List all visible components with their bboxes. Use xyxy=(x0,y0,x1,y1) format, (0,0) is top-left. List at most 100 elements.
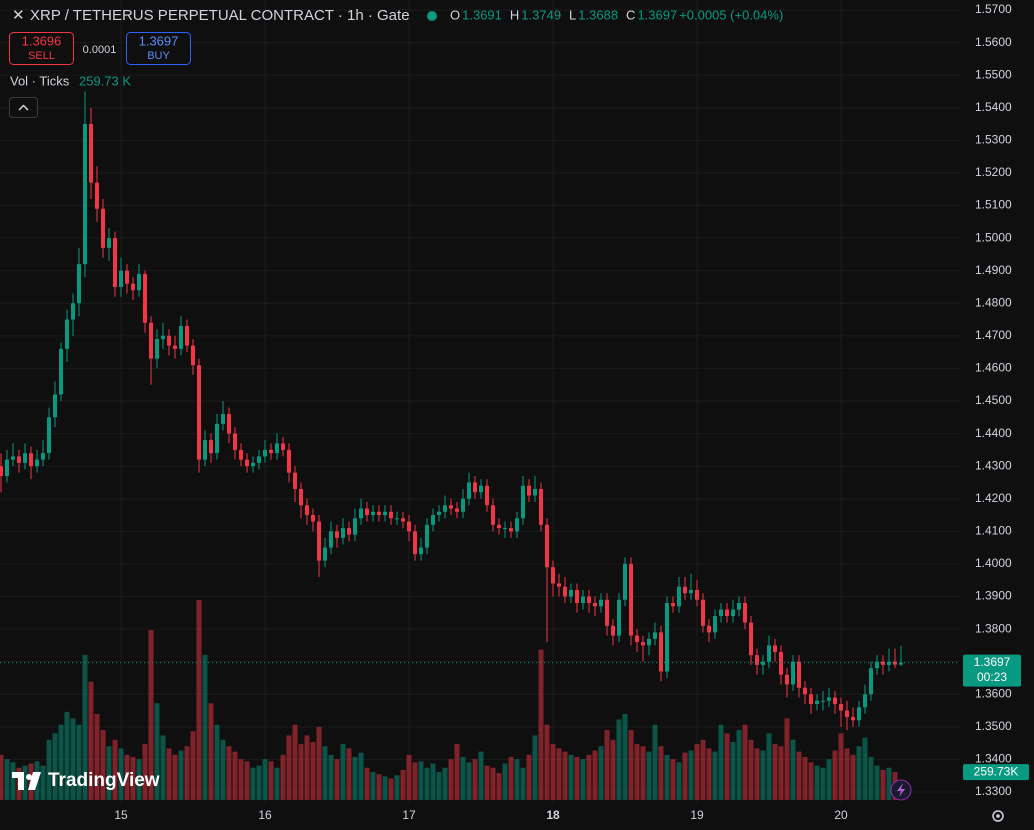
candle-body xyxy=(737,603,741,610)
volume-bar xyxy=(724,733,730,800)
sell-button[interactable] xyxy=(9,32,74,65)
volume-bar xyxy=(544,724,550,800)
volume-bar xyxy=(670,759,676,800)
candle-body xyxy=(335,531,339,538)
volume-bar xyxy=(322,746,328,800)
y-tick-label: 1.4400 xyxy=(975,426,1012,440)
volume-bar xyxy=(400,769,406,800)
candle-body xyxy=(539,488,543,525)
volume-bar xyxy=(700,739,706,800)
y-tick-label: 1.4500 xyxy=(975,393,1012,407)
collapse-button[interactable] xyxy=(9,97,38,118)
last-price-label: 1.3697 xyxy=(974,655,1011,669)
candle-body xyxy=(893,661,897,665)
ohlc-key: C xyxy=(626,7,635,22)
volume-bar xyxy=(4,759,10,800)
candle-body xyxy=(707,625,711,633)
y-tick-label: 1.3400 xyxy=(975,752,1012,766)
volume-bar xyxy=(496,773,502,800)
volume-bar xyxy=(76,724,82,800)
volume-bar xyxy=(850,754,856,800)
candle-body xyxy=(449,505,453,509)
candle-body xyxy=(527,485,531,496)
logo-mark xyxy=(28,772,41,790)
volume-bar xyxy=(796,751,802,800)
volume-bar xyxy=(316,726,322,800)
volume-bar xyxy=(616,719,622,800)
ohlc-value: 1.3688 xyxy=(578,7,618,22)
volume-bar xyxy=(58,724,64,800)
spread: 0.0001 xyxy=(83,44,117,56)
volume-bar xyxy=(448,759,454,800)
volume-bar xyxy=(364,767,370,800)
volume-layer xyxy=(0,600,898,800)
volume-bar xyxy=(742,724,748,800)
candle-body xyxy=(515,518,519,532)
candle-body xyxy=(647,638,651,646)
close-icon[interactable]: ✕ xyxy=(12,7,25,24)
candle-body xyxy=(47,417,51,454)
volume-bar xyxy=(136,759,142,800)
candle-body xyxy=(65,319,69,349)
candle-body xyxy=(755,655,759,665)
buy-button[interactable] xyxy=(126,32,191,65)
candle-body xyxy=(473,482,477,493)
candle-body xyxy=(875,661,879,669)
candle-body xyxy=(89,124,93,183)
candle-body xyxy=(233,433,237,450)
volume-bar xyxy=(64,711,70,800)
volume-bar xyxy=(442,767,448,800)
volume-bar xyxy=(688,750,694,800)
candle-body xyxy=(761,661,765,665)
volume-bar xyxy=(586,754,592,800)
candle-body xyxy=(311,515,315,522)
volume-legend-label: Vol · Ticks xyxy=(10,73,70,88)
candle-body xyxy=(155,339,159,359)
volume-bar xyxy=(334,759,340,800)
volume-bar xyxy=(454,744,460,800)
volume-bar xyxy=(886,767,892,800)
candle-body xyxy=(605,599,609,626)
candle-body xyxy=(899,662,903,665)
candle-body xyxy=(845,710,849,718)
volume-bar xyxy=(160,735,166,800)
x-tick-label: 15 xyxy=(114,808,128,822)
volume-bar xyxy=(142,744,148,800)
volume-bar xyxy=(244,761,250,800)
candle-body xyxy=(263,449,267,457)
y-tick-label: 1.5400 xyxy=(975,100,1012,114)
settings-icon[interactable] xyxy=(992,810,1004,822)
volume-bar xyxy=(856,746,862,800)
candle-body xyxy=(419,547,423,555)
candle-body xyxy=(581,596,585,604)
candle-body xyxy=(851,717,855,721)
candle-body xyxy=(365,508,369,516)
volume-bar xyxy=(100,730,106,800)
ohlc-change: +0.0005 (+0.04%) xyxy=(679,7,783,22)
candle-body xyxy=(23,453,27,463)
y-tick-label: 1.4100 xyxy=(975,524,1012,538)
volume-bar xyxy=(424,767,430,800)
candle-body xyxy=(17,456,21,463)
volume-bar xyxy=(556,748,562,800)
candle-body xyxy=(401,518,405,522)
volume-bar xyxy=(22,765,28,800)
volume-bar xyxy=(580,759,586,800)
volume-bar xyxy=(0,754,4,800)
volume-bar xyxy=(826,759,832,800)
volume-bar xyxy=(868,757,874,800)
y-tick-label: 1.3800 xyxy=(975,621,1012,635)
y-tick-label: 1.5500 xyxy=(975,67,1012,81)
candle-body xyxy=(671,603,675,607)
volume-bar xyxy=(790,739,796,800)
volume-bar xyxy=(274,767,280,800)
y-tick-label: 1.4300 xyxy=(975,458,1012,472)
candle-body xyxy=(677,586,681,607)
candle-body xyxy=(563,586,567,597)
candle-body xyxy=(425,524,429,548)
brand-name: TradingView xyxy=(48,770,160,791)
candle-body xyxy=(359,508,363,519)
candle-body xyxy=(281,443,285,450)
candle-body xyxy=(77,264,81,304)
